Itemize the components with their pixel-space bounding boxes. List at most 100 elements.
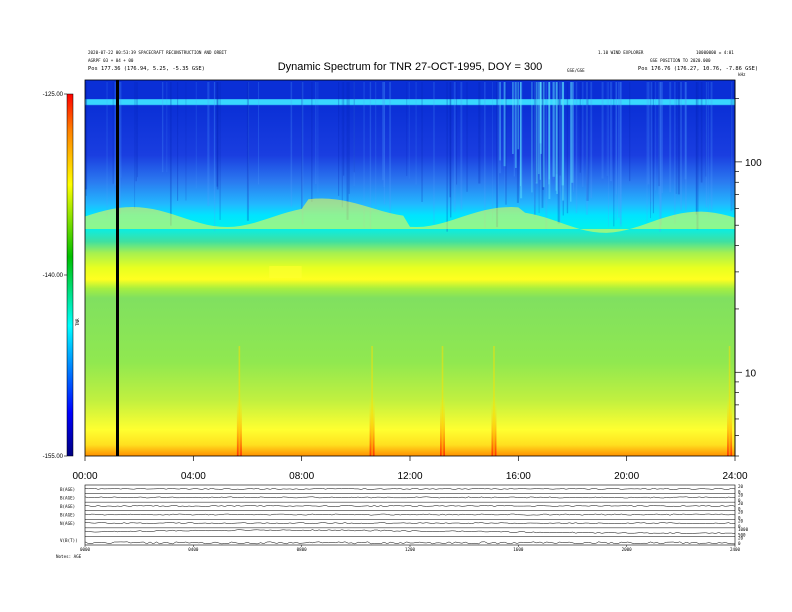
panel-label: B(AGE) bbox=[60, 495, 75, 500]
texture-streak bbox=[677, 82, 680, 195]
texture-streak bbox=[484, 82, 486, 229]
panel-right-tick: 20 bbox=[738, 518, 744, 523]
texture-streak bbox=[696, 82, 699, 230]
panel-right-tick: 20 bbox=[738, 501, 744, 506]
texture-streak bbox=[363, 82, 365, 229]
texture-streak bbox=[608, 82, 609, 228]
texture-streak bbox=[195, 82, 197, 189]
cyan-streak bbox=[570, 82, 572, 202]
texture-streak bbox=[541, 82, 544, 208]
texture-streak bbox=[161, 82, 164, 173]
panel-right-tick: 1000 bbox=[738, 527, 749, 532]
header-right-line3: Pos 176.76 (176.27, 10.76, -7.86 GSE) bbox=[638, 66, 758, 72]
texture-streak bbox=[258, 82, 260, 185]
texture-streak bbox=[579, 82, 581, 173]
cyan-streak bbox=[499, 82, 501, 161]
header-left-line3: Pos 177.36 (176.94, 5.25, -5.35 GSE) bbox=[88, 66, 205, 72]
texture-streak bbox=[685, 82, 687, 211]
texture-streak bbox=[590, 82, 593, 199]
texture-streak bbox=[650, 82, 653, 202]
texture-streak bbox=[708, 82, 709, 218]
texture-streak bbox=[346, 82, 349, 220]
colorbar-gradient bbox=[66, 93, 74, 457]
panel-right-tick: 0 bbox=[738, 524, 741, 529]
texture-streak bbox=[456, 82, 458, 185]
texture-streak bbox=[545, 82, 548, 230]
cyan-streak bbox=[519, 82, 521, 187]
texture-streak bbox=[601, 82, 604, 179]
texture-streak bbox=[382, 82, 384, 181]
texture-streak bbox=[497, 82, 499, 203]
texture-streak bbox=[248, 82, 250, 210]
panel-trace bbox=[84, 488, 736, 490]
texture-streak bbox=[169, 82, 172, 226]
texture-streak bbox=[680, 82, 682, 211]
burst-core bbox=[728, 346, 731, 456]
panel-label: V(B(T)) bbox=[60, 538, 78, 543]
band-dip bbox=[269, 265, 302, 279]
panel-right-tick: 0 bbox=[738, 541, 741, 546]
texture-streak bbox=[538, 82, 540, 214]
texture-streak bbox=[695, 82, 697, 215]
panel-label: N(AGE) bbox=[60, 521, 75, 526]
panel-trace bbox=[84, 496, 736, 499]
panel-time-label: 0400 bbox=[188, 547, 199, 552]
texture-streak bbox=[290, 82, 293, 207]
texture-streak bbox=[659, 82, 662, 232]
burst-core bbox=[493, 346, 495, 456]
texture-streak bbox=[301, 82, 304, 225]
cyan-streak bbox=[535, 82, 538, 184]
texture-streak bbox=[562, 82, 564, 216]
texture-streak bbox=[353, 82, 355, 173]
cyan-streak bbox=[571, 82, 574, 183]
cyan-streak bbox=[517, 82, 519, 150]
texture-streak bbox=[655, 82, 657, 191]
texture-streak bbox=[684, 82, 687, 180]
panel-time-label: 0000 bbox=[80, 547, 91, 552]
texture-streak bbox=[492, 82, 493, 221]
texture-streak bbox=[85, 82, 87, 196]
time-tick-label: 12:00 bbox=[397, 471, 422, 482]
panel-right-tick: 0 bbox=[738, 498, 741, 503]
texture-streak bbox=[449, 82, 451, 198]
texture-streak bbox=[585, 82, 589, 215]
texture-streak bbox=[504, 82, 506, 202]
cyan-streak bbox=[556, 82, 558, 195]
panel-right-tick: 20 bbox=[738, 510, 744, 515]
texture-streak bbox=[646, 82, 648, 223]
frequency-axis: 10 100 bbox=[734, 80, 762, 457]
time-tick-label: 24:00 bbox=[722, 471, 747, 482]
texture-streak bbox=[166, 82, 168, 173]
texture-streak bbox=[619, 82, 622, 224]
texture-streak bbox=[207, 82, 210, 206]
texture-streak bbox=[353, 82, 355, 187]
cyan-streak bbox=[552, 82, 555, 177]
texture-streak bbox=[732, 82, 734, 210]
cyan-streak bbox=[562, 82, 565, 201]
texture-streak bbox=[658, 82, 660, 187]
cyan-streak bbox=[503, 82, 506, 167]
texture-streak bbox=[534, 82, 536, 215]
cyan-streak bbox=[520, 82, 523, 199]
texture-streak bbox=[453, 82, 456, 212]
texture-streak bbox=[533, 82, 536, 220]
time-axis: 00:00 04:00 08:00 12:00 16:00 20:00 24:00 bbox=[72, 456, 748, 482]
texture-streak bbox=[650, 82, 651, 219]
texture-streak bbox=[705, 82, 708, 208]
panel-trace bbox=[84, 529, 736, 534]
texture-streak bbox=[573, 82, 575, 192]
header-right-line1: 1.10 WIND EXPLORER bbox=[598, 50, 644, 55]
texture-streak bbox=[505, 82, 507, 205]
texture-streak bbox=[606, 82, 608, 176]
texture-streak bbox=[478, 82, 481, 184]
texture-streak bbox=[647, 82, 650, 185]
panel-trace bbox=[84, 505, 736, 507]
texture-streak bbox=[559, 82, 562, 176]
panel-label: B(AGE) bbox=[60, 513, 75, 518]
texture-streak bbox=[408, 82, 410, 179]
burst-core bbox=[238, 346, 241, 456]
footer-label: Notes: AGE bbox=[56, 554, 82, 559]
spectrogram bbox=[84, 79, 736, 457]
cyan-streak bbox=[512, 82, 514, 154]
